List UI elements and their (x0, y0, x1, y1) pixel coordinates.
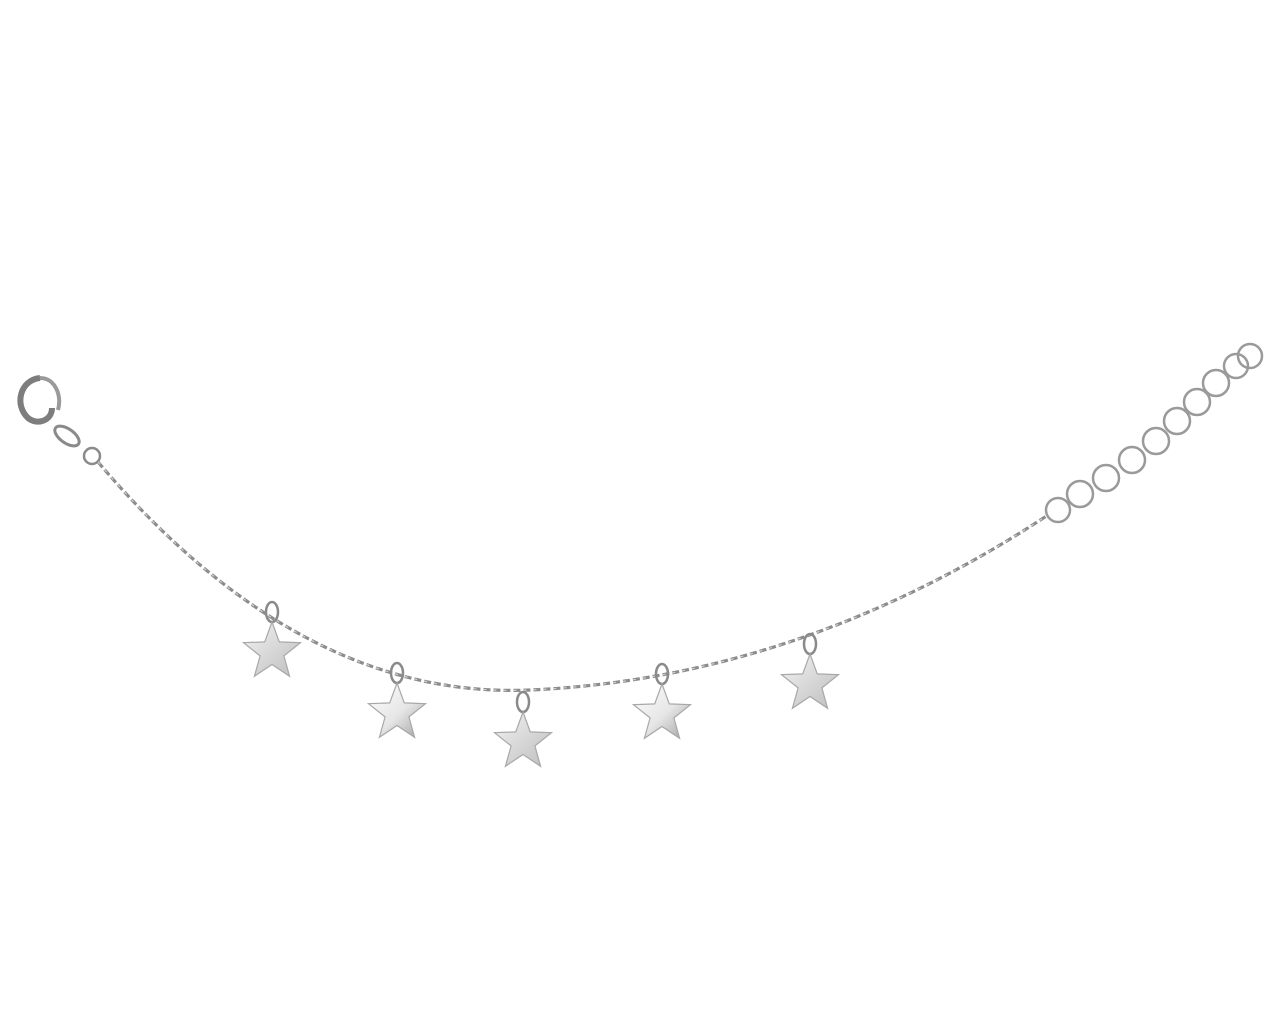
extension-ring (1065, 479, 1095, 509)
extension-ring (1162, 406, 1192, 436)
extension-ring (1182, 387, 1212, 417)
star-charm (780, 632, 840, 709)
jump-ring (82, 446, 102, 466)
star-charm (242, 600, 302, 677)
star (242, 621, 302, 677)
extension-ring (1236, 342, 1264, 370)
chain-highlight (97, 461, 1049, 692)
extension-ring (1117, 445, 1147, 475)
clasp-hook (17, 375, 55, 425)
clasp-tab (53, 424, 81, 448)
star-charm (632, 662, 692, 739)
extension-chain (1044, 342, 1264, 524)
star (493, 711, 553, 767)
star-charm (493, 690, 553, 767)
charm-bail (802, 632, 818, 656)
extension-ring (1141, 426, 1171, 456)
charm-bail (515, 690, 531, 714)
extension-ring (1201, 368, 1231, 398)
star (367, 682, 427, 738)
extension-ring (1222, 352, 1250, 380)
clasp-gate (39, 376, 61, 411)
extension-ring (1044, 496, 1072, 524)
star (780, 653, 840, 709)
lobster-clasp (17, 375, 102, 466)
chain (96, 460, 1049, 693)
star (632, 683, 692, 739)
extension-ring (1091, 463, 1121, 493)
